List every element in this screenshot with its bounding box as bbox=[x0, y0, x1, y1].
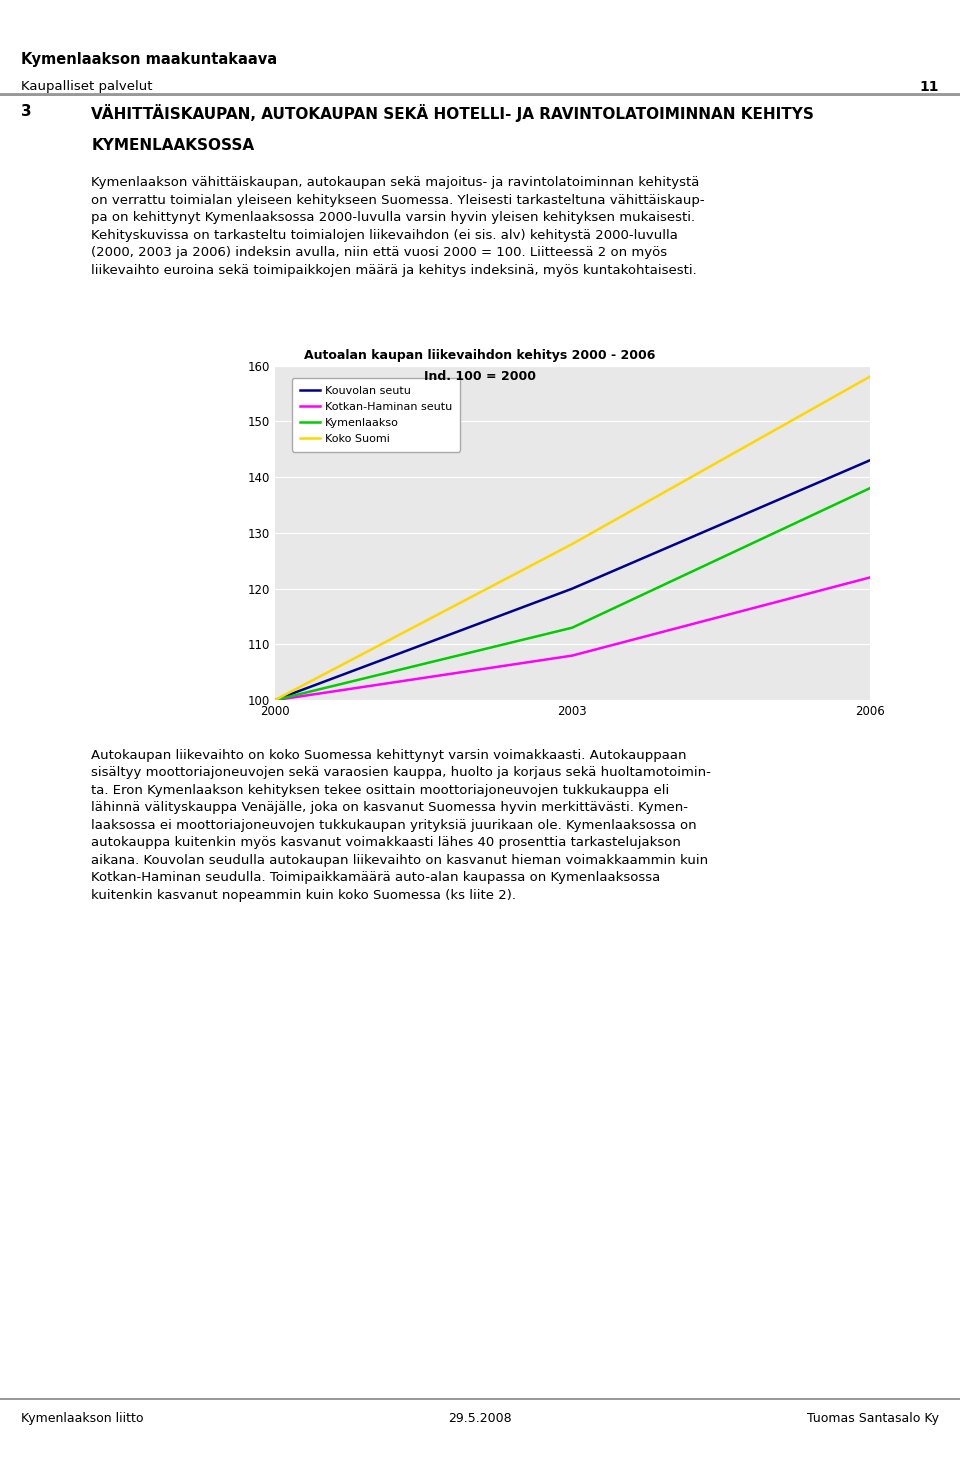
Text: 11: 11 bbox=[920, 81, 939, 94]
Kotkan-Haminan seutu bbox=[269, 691, 280, 709]
Kymenlaakso bbox=[566, 619, 578, 637]
Text: Autoalan kaupan liikevaihdon kehitys 2000 - 2006: Autoalan kaupan liikevaihdon kehitys 200… bbox=[304, 349, 656, 363]
Text: KYMENLAAKSOSSA: KYMENLAAKSOSSA bbox=[91, 138, 254, 153]
Text: Kymenlaakson vähittäiskaupan, autokaupan sekä majoitus- ja ravintolatoiminnan ke: Kymenlaakson vähittäiskaupan, autokaupan… bbox=[91, 176, 705, 276]
Line: Kouvolan seutu: Kouvolan seutu bbox=[275, 461, 870, 700]
Kouvolan seutu bbox=[864, 452, 876, 470]
Text: Kaupalliset palvelut: Kaupalliset palvelut bbox=[21, 81, 153, 92]
Kymenlaakso bbox=[864, 480, 876, 498]
Line: Koko Suomi: Koko Suomi bbox=[275, 377, 870, 700]
Kotkan-Haminan seutu bbox=[864, 568, 876, 586]
Legend: Kouvolan seutu, Kotkan-Haminan seutu, Kymenlaakso, Koko Suomi: Kouvolan seutu, Kotkan-Haminan seutu, Ky… bbox=[292, 377, 461, 452]
Text: Kymenlaakson maakuntakaava: Kymenlaakson maakuntakaava bbox=[21, 53, 277, 68]
Line: Kymenlaakso: Kymenlaakso bbox=[275, 489, 870, 700]
Line: Kotkan-Haminan seutu: Kotkan-Haminan seutu bbox=[275, 577, 870, 700]
Text: 3: 3 bbox=[21, 104, 32, 119]
Text: 29.5.2008: 29.5.2008 bbox=[448, 1412, 512, 1425]
Kotkan-Haminan seutu bbox=[566, 647, 578, 665]
Kouvolan seutu bbox=[269, 691, 280, 709]
Koko Suomi bbox=[269, 691, 280, 709]
Text: Ind. 100 = 2000: Ind. 100 = 2000 bbox=[424, 370, 536, 383]
Kouvolan seutu bbox=[566, 580, 578, 597]
Text: Autokaupan liikevaihto on koko Suomessa kehittynyt varsin voimakkaasti. Autokaup: Autokaupan liikevaihto on koko Suomessa … bbox=[91, 749, 711, 901]
Kymenlaakso bbox=[269, 691, 280, 709]
Koko Suomi bbox=[864, 368, 876, 386]
Text: VÄHITTÄISKAUPAN, AUTOKAUPAN SEKÄ HOTELLI- JA RAVINTOLATOIMINNAN KEHITYS: VÄHITTÄISKAUPAN, AUTOKAUPAN SEKÄ HOTELLI… bbox=[91, 104, 814, 122]
Text: Kymenlaakson liitto: Kymenlaakson liitto bbox=[21, 1412, 144, 1425]
Text: Tuomas Santasalo Ky: Tuomas Santasalo Ky bbox=[806, 1412, 939, 1425]
Koko Suomi bbox=[566, 536, 578, 553]
